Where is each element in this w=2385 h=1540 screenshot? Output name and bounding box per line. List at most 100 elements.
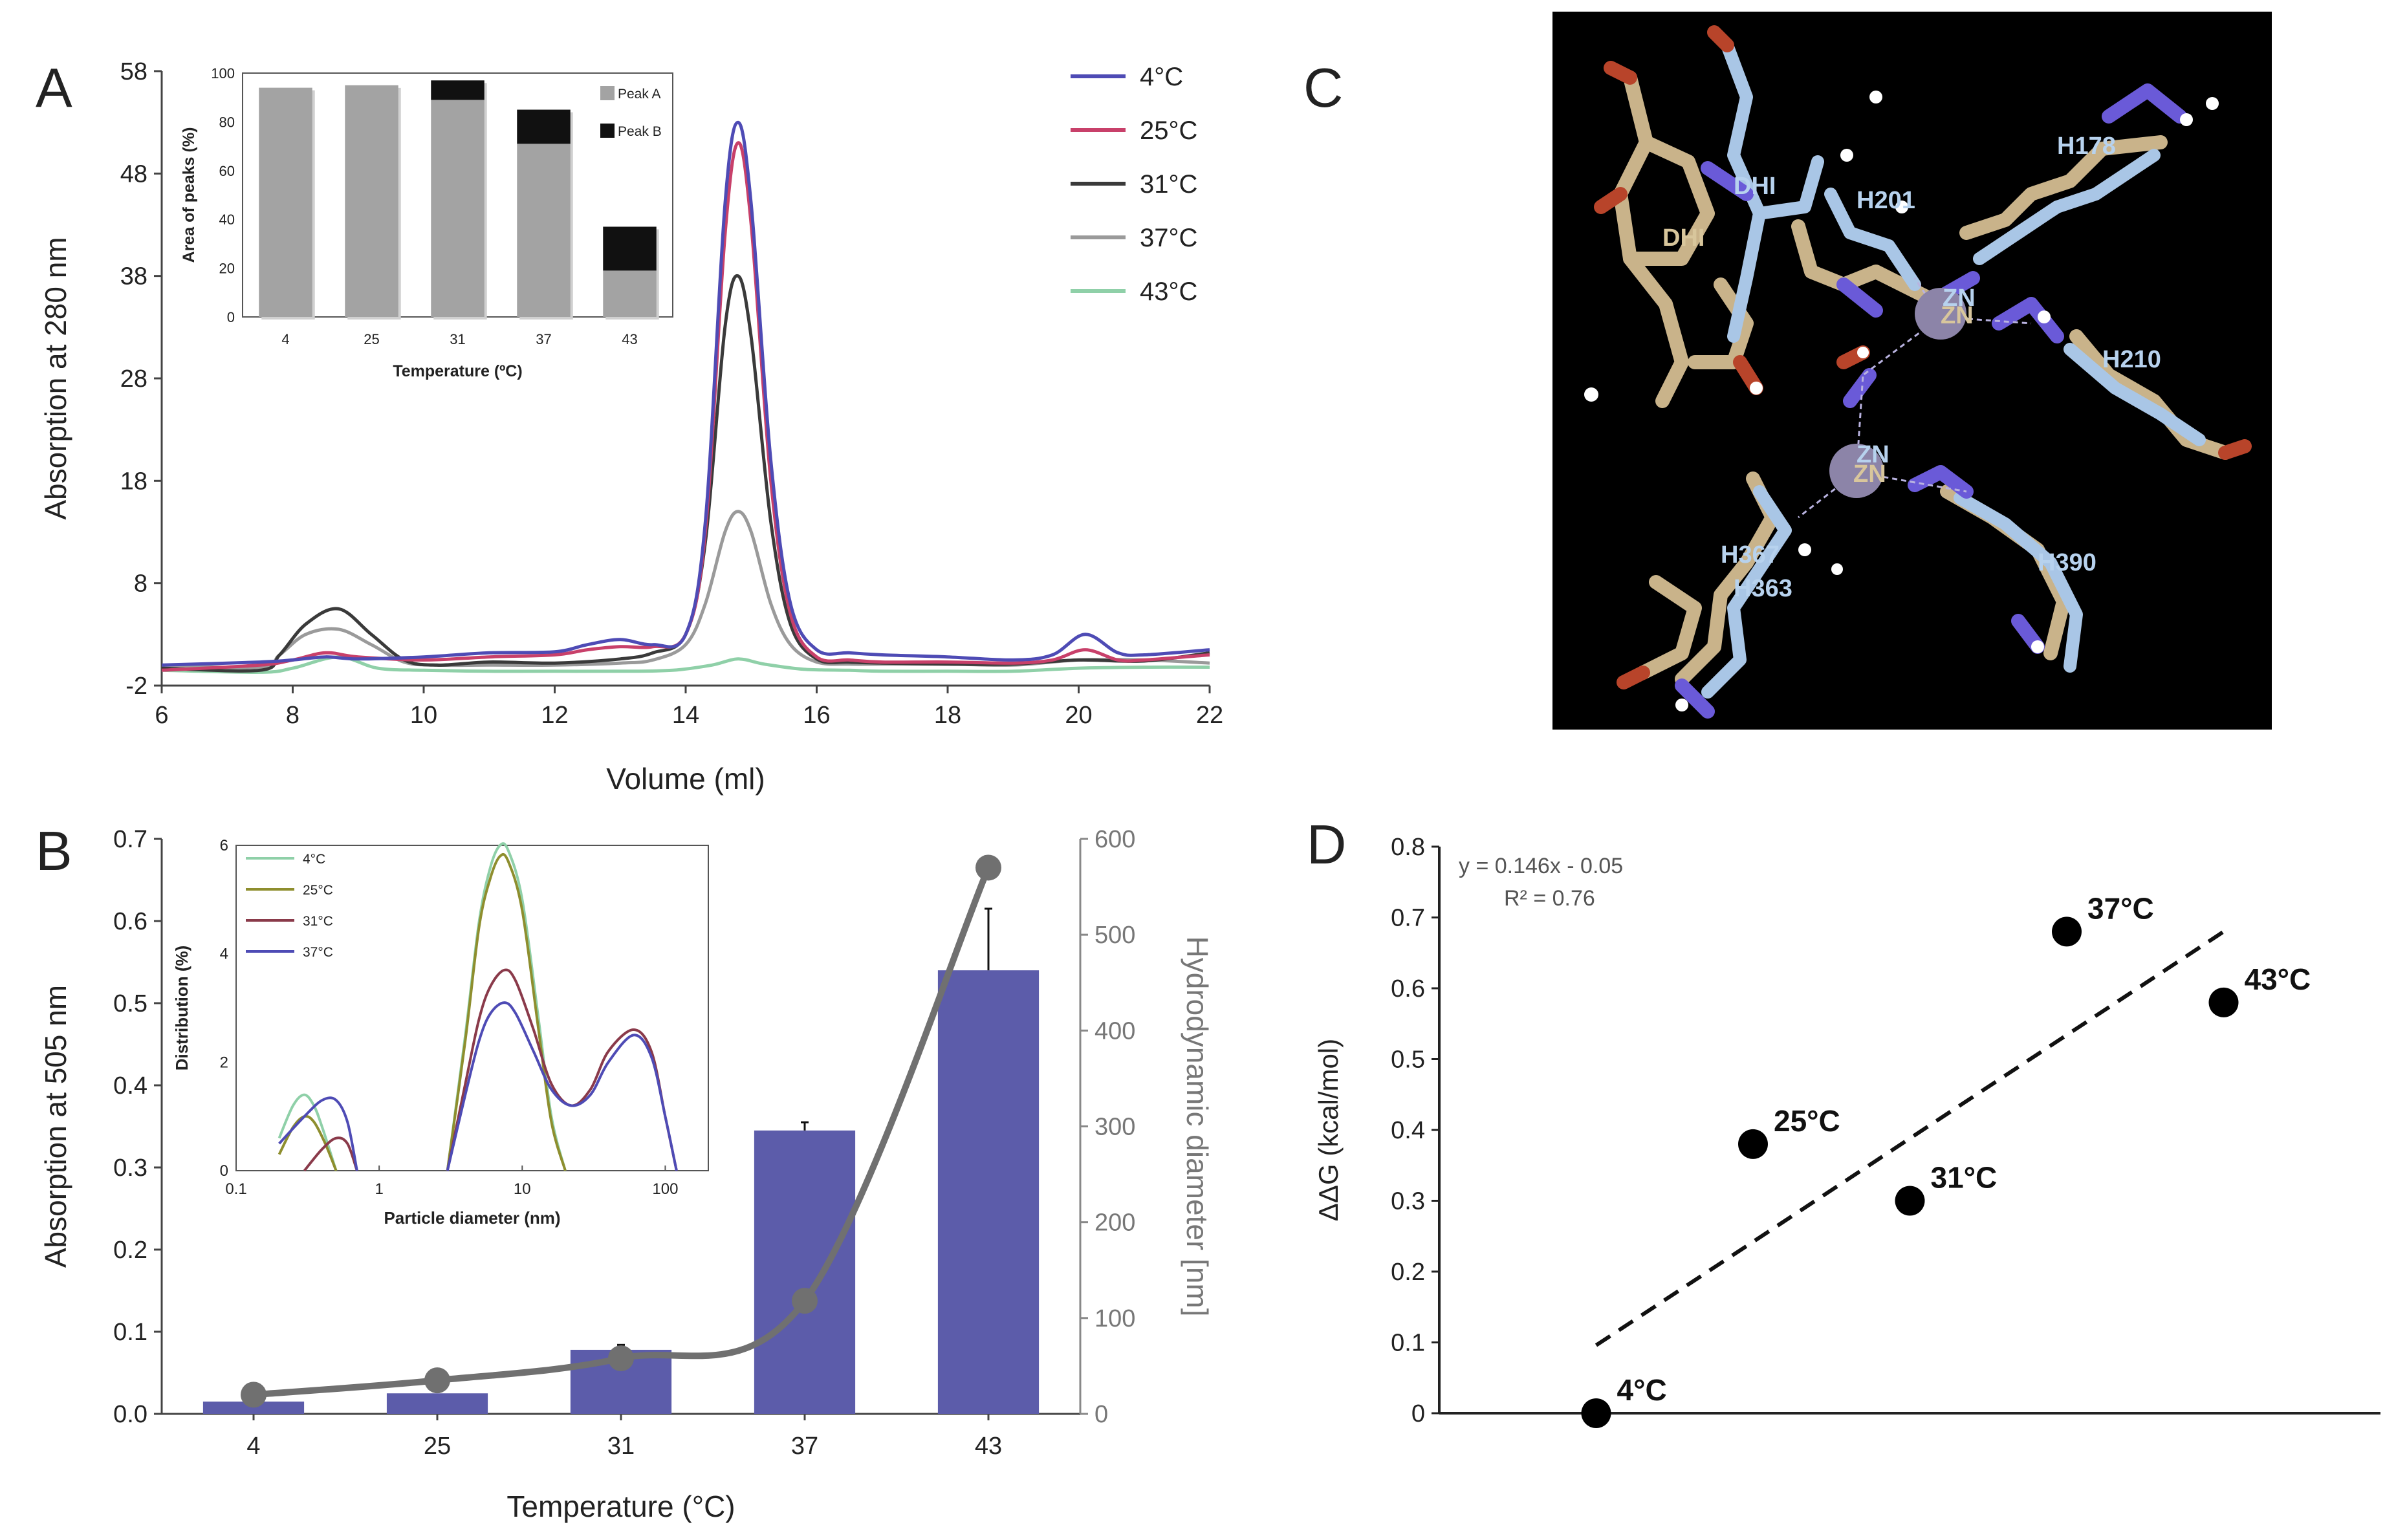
- b-inset-x-tick-label: 0.1: [225, 1180, 246, 1198]
- a-series-line: [161, 510, 1210, 669]
- a-x-tick-label: 14: [672, 702, 699, 729]
- b-y2-tick-label: 0: [1094, 1401, 1108, 1428]
- d-y-tick-label: 0.5: [1391, 1047, 1425, 1074]
- b-inset-x-axis-label: Particle diameter (nm): [384, 1208, 560, 1228]
- b-y-tick-label: 0.0: [113, 1401, 147, 1428]
- b-y-tick-label: 0.7: [113, 826, 147, 853]
- b-inset-x-tick-label: 1: [375, 1180, 383, 1198]
- a-inset-y-tick-label: 40: [219, 211, 235, 228]
- d-y-axis-label: ΔΔG (kcal/mol): [1313, 1039, 1344, 1221]
- a-x-tick-label: 12: [541, 702, 568, 729]
- b-diameter-point: [241, 1382, 267, 1408]
- a-inset-y-tick-label: 100: [211, 65, 235, 81]
- b-x-tick-label: 25: [424, 1433, 451, 1460]
- a-inset-x-tick-label: 25: [364, 331, 379, 347]
- structure-label: H201: [1857, 187, 1915, 214]
- a-inset-x-tick-label: 31: [450, 331, 465, 347]
- b-inset-series-line: [278, 1093, 338, 1171]
- d-equation: y = 0.146x - 0.05: [1459, 854, 1623, 878]
- a-series-line: [161, 120, 1210, 667]
- a-inset-bar-peak-a: [603, 270, 657, 317]
- a-inset-legend-swatch: [600, 86, 615, 100]
- b-bar: [937, 970, 1040, 1414]
- b-inset-series-line: [446, 852, 567, 1171]
- b-inset-legend-label: 4°C: [303, 852, 325, 867]
- b-y-tick-label: 0.2: [113, 1237, 147, 1264]
- a-x-tick-label: 10: [410, 702, 437, 729]
- a-inset-y-axis-label: Area of peaks (%): [180, 127, 198, 263]
- d-point-label: 37°C: [2087, 891, 2154, 925]
- a-y-tick-label: -2: [125, 673, 147, 700]
- d-point-label: 31°C: [1931, 1161, 1998, 1195]
- panel-letter-c: C: [1303, 58, 1343, 119]
- a-series-line: [161, 141, 1210, 672]
- b-diameter-point: [608, 1345, 634, 1372]
- d-point: [1738, 1129, 1768, 1159]
- a-x-tick-label: 20: [1065, 702, 1092, 729]
- panel-letter-a: A: [36, 58, 72, 119]
- b-inset-y-tick-label: 4: [220, 946, 228, 963]
- b-inset-frame: [235, 845, 709, 1171]
- a-inset-bar-peak-a: [517, 144, 571, 317]
- d-y-tick-label: 0.4: [1391, 1117, 1425, 1144]
- a-inset-bar-peak-a: [345, 85, 398, 317]
- panel-letter-b: B: [36, 821, 72, 882]
- a-x-tick-label: 8: [286, 702, 299, 729]
- panel-c-structure-image: DHI H201 H178 ZN H210 ZN H367 H363 H390 …: [1552, 12, 2272, 730]
- d-r2: R² = 0.76: [1504, 886, 1595, 911]
- b-y2-tick-label: 100: [1094, 1305, 1135, 1332]
- a-inset-y-tick-label: 20: [219, 261, 235, 277]
- b-inset-x-tick-label: 100: [652, 1180, 678, 1198]
- b-y2-tick-label: 600: [1094, 826, 1135, 853]
- a-inset-x-tick-label: 43: [622, 331, 637, 347]
- structure-label: ZN: [1943, 285, 1976, 312]
- b-y-tick-label: 0.4: [113, 1072, 147, 1100]
- d-point-label: 43°C: [2245, 962, 2311, 996]
- chart-b-absorption-diameter: 0.00.10.20.30.40.50.60.70100200300400500…: [39, 826, 1214, 1523]
- b-y2-tick-label: 500: [1094, 922, 1135, 949]
- d-y-tick-label: 0: [1411, 1400, 1425, 1427]
- a-y-tick-label: 38: [120, 263, 147, 290]
- b-inset-legend-label: 37°C: [303, 945, 333, 960]
- a-x-tick-label: 16: [803, 702, 830, 729]
- a-inset-bar-peak-a: [431, 100, 485, 317]
- a-inset-bar-peak-b: [517, 109, 571, 144]
- a-y-tick-label: 58: [120, 58, 147, 85]
- b-inset-legend-label: 31°C: [303, 914, 333, 929]
- b-y-tick-label: 0.5: [113, 990, 147, 1017]
- a-inset-x-tick-label: 4: [281, 331, 289, 347]
- a-inset-bar-peak-b: [431, 80, 485, 100]
- a-legend-label: 4°C: [1140, 63, 1183, 91]
- a-inset-y-tick-label: 60: [219, 163, 235, 179]
- b-inset-background: [175, 838, 718, 1245]
- a-legend-label: 31°C: [1140, 170, 1197, 199]
- panel-letter-d: D: [1307, 814, 1346, 876]
- b-inset-y-tick-label: 6: [220, 837, 228, 854]
- b-inset-series-line: [303, 1136, 358, 1172]
- a-y-tick-label: 48: [120, 160, 147, 188]
- a-inset-x-tick-label: 37: [536, 331, 551, 347]
- b-diameter-line: [253, 866, 992, 1398]
- structure-label: H210: [2102, 346, 2161, 373]
- d-point: [1895, 1186, 1925, 1216]
- b-x-tick-label: 37: [791, 1433, 818, 1460]
- b-bar: [754, 1130, 856, 1414]
- b-inset-y-axis-label: Distribution (%): [172, 946, 191, 1071]
- d-trend-line: [1595, 929, 2225, 1347]
- d-point-label: 25°C: [1774, 1104, 1840, 1138]
- a-inset-legend-label: Peak B: [618, 124, 662, 139]
- d-y-tick-label: 0.1: [1391, 1330, 1425, 1357]
- a-inset-bar-peak-a: [259, 87, 312, 317]
- a-y-tick-label: 18: [120, 468, 147, 495]
- b-x-tick-label: 31: [607, 1433, 635, 1460]
- a-y-axis-label: Absorption at 280 nm: [39, 237, 72, 519]
- b-y2-axis-label: Hydrodynamic diameter [nm]: [1181, 937, 1214, 1317]
- b-diameter-point: [424, 1367, 450, 1394]
- b-inset-y-tick-label: 0: [220, 1162, 228, 1180]
- chart-d-ddg-scatter: 0 0.1 0.2 0.3 0.4 0.5 0.6 0.7 0.8 ΔΔG (kcal/mol) y…: [1313, 834, 2380, 1428]
- chart-b-inset-size-distribution: 0 2 4 6 0.1 1 10 100 Particle diameter (nm) Distr…: [172, 837, 718, 1245]
- a-y-tick-label: 8: [134, 570, 147, 598]
- a-y-tick-label: 28: [120, 365, 147, 393]
- structure-label: ZN: [1857, 441, 1889, 468]
